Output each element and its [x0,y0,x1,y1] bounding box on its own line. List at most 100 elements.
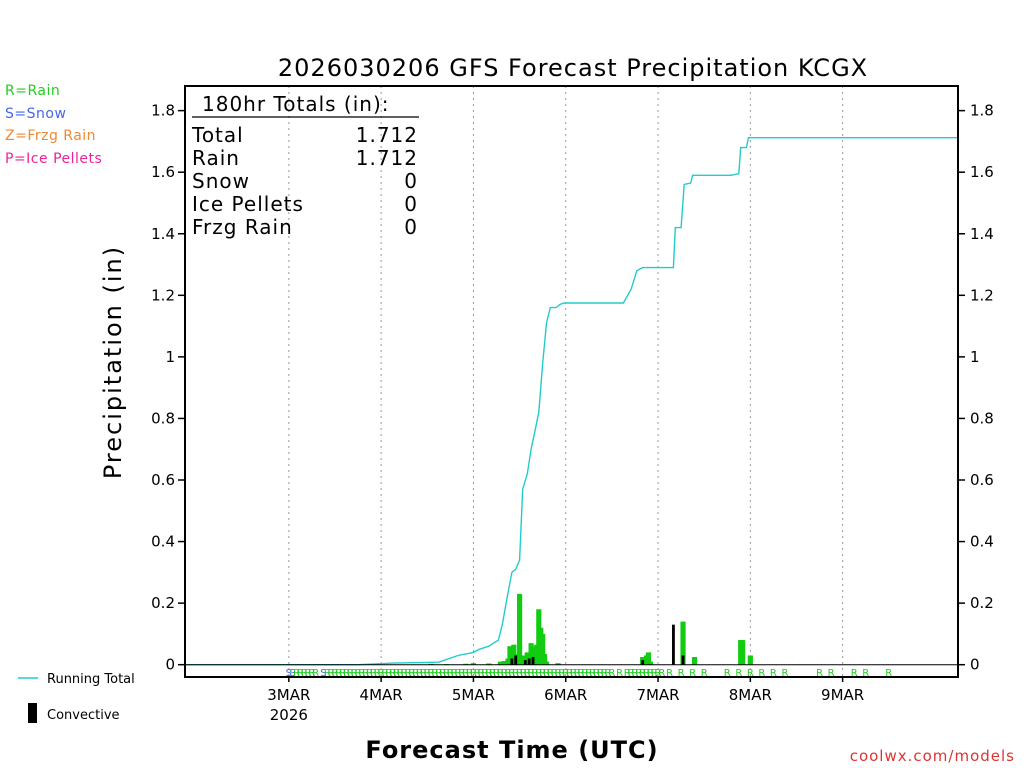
legend-ice-pellets: P=Ice Pellets [5,151,102,167]
rain-bar [691,656,698,665]
ptype-marker: R [781,668,788,679]
totals-box: 180hr Totals (in): Total 1.712 Rain 1.71… [191,92,419,239]
y-tick-label-left: 0 [165,656,175,674]
y-tick-label-left: 0.6 [151,471,175,489]
ptype-marker: R [343,668,350,679]
y-tick-label-right: 0.6 [970,471,994,489]
ptype-marker: R [758,668,765,679]
ptype-marker: R [297,668,304,679]
ptype-marker: R [566,668,573,679]
ptype-marker: R [382,668,389,679]
y-tick-label-right: 0.4 [970,533,994,551]
rain-bar [645,652,652,665]
ptype-marker: R [616,668,623,679]
ptype-marker: R [689,668,696,679]
ptype-marker: R [470,668,477,679]
ptype-marker: R [366,668,373,679]
y-tick-label-left: 0.2 [151,594,175,612]
ptype-marker: R [424,668,431,679]
ptype-marker: R [562,668,569,679]
ptype-marker: R [651,668,658,679]
ptype-marker: R [393,668,400,679]
ptype-marker: R [574,668,581,679]
totals-header: 180hr Totals (in): [202,92,390,116]
ptype-marker: R [447,668,454,679]
y-tick-label-left: 1.2 [151,286,175,304]
ptype-marker: R [462,668,469,679]
ptype-marker: R [535,668,542,679]
ptype-marker: R [370,668,377,679]
ptype-marker: R [816,668,823,679]
x-tick-label: 5MAR [452,686,495,704]
ptype-marker: R [658,668,665,679]
ptype-marker: R [347,668,354,679]
ptype-marker: R [547,668,554,679]
convective-bar [523,660,527,665]
ptype-marker: S [286,668,292,679]
y-tick-label-left: 1.6 [151,163,175,181]
ptype-marker: R [397,668,404,679]
x-tick-label: 7MAR [636,686,679,704]
ptype-marker: R [655,668,662,679]
ptype-marker: R [862,668,869,679]
ptype-marker: R [389,668,396,679]
ptype-marker: R [408,668,415,679]
running-total-legend-label: Running Total [47,672,135,687]
precip-bars [428,593,753,665]
ptype-marker: R [489,668,496,679]
ptype-marker: R [735,668,742,679]
ptype-marker: R [828,668,835,679]
y-tick-label-right: 0.2 [970,594,994,612]
ptype-marker: R [412,668,419,679]
ptype-marker: R [593,668,600,679]
ptype-marker: R [293,668,300,679]
ptype-marker: R [474,668,481,679]
ptype-marker: R [628,668,635,679]
ptype-marker: R [501,668,508,679]
ptype-marker: R [647,668,654,679]
ptype-marker: R [555,668,562,679]
totals-ice-pellets-value: 0 [404,192,418,216]
convective-legend-label: Convective [47,708,120,723]
x-tick-label: 6MAR [544,686,587,704]
ptype-marker: R [401,668,408,679]
ptype-marker: R [420,668,427,679]
ptype-marker: R [362,668,369,679]
ptype-marker: R [578,668,585,679]
ptype-marker: R [635,668,642,679]
ptype-marker: R [643,668,650,679]
y-axis-label: Precipitation (in) [99,245,127,479]
ptype-marker: R [570,668,577,679]
rain-bar [543,661,550,665]
ptype-marker: R [324,668,331,679]
ptype-marker: R [605,668,612,679]
legend-frzg-rain: Z=Frzg Rain [5,128,96,144]
ptype-marker: R [639,668,646,679]
ptype-marker: R [493,668,500,679]
totals-rain-value: 1.712 [356,146,418,170]
rain-bar [540,633,546,665]
ptype-marker: R [505,668,512,679]
ptype-marker: R [481,668,488,679]
rain-bar [740,640,746,665]
ptype-marker: R [355,668,362,679]
ptype-marker: R [624,668,631,679]
ptype-marker: S [290,668,296,679]
convective-bar [681,655,685,665]
rain-bar [497,661,503,665]
y-tick-label-right: 1.2 [970,286,994,304]
convective-bars [510,624,685,665]
ptype-marker: R [378,668,385,679]
ptype-marker: R [458,668,465,679]
y-tick-label-right: 1.6 [970,163,994,181]
running-total-line [185,136,958,666]
rain-bar [501,660,507,665]
totals-frzg-rain-label: Frzg Rain [192,215,293,239]
ptype-marker: R [601,668,608,679]
ptype-marker: R [589,668,596,679]
ptype-marker: R [451,668,458,679]
convective-bar [641,660,645,665]
convective-legend-swatch [28,703,37,723]
y-tick-label-right: 1.8 [970,102,994,120]
